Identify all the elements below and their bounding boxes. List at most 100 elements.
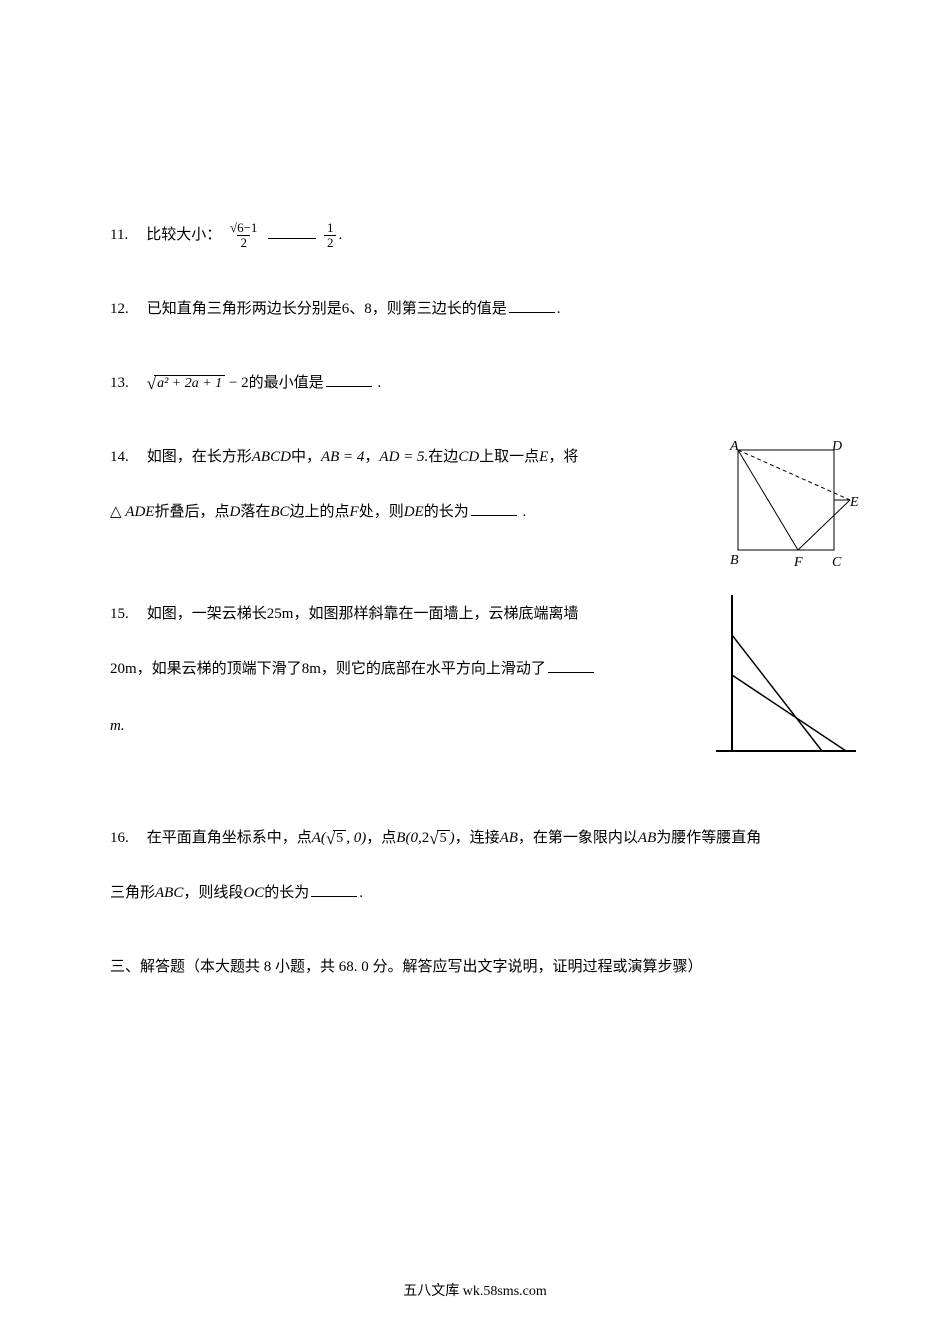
problem-number: 13.	[110, 368, 129, 398]
text: ，如图那样斜靠在一面墙上，云梯底端离墙	[293, 606, 578, 622]
text-suffix: .	[557, 301, 561, 317]
sqrt-5: √5	[326, 830, 346, 848]
figure-14: A D B F C E	[720, 436, 860, 587]
problem-number: 14.	[110, 442, 129, 472]
ladder-1	[732, 635, 822, 751]
numerator: √6−1	[227, 221, 260, 235]
var-abc: ABC	[155, 885, 183, 901]
text: ，点	[366, 830, 396, 846]
page-footer: 五八文库 wk.58sms.com	[0, 1280, 950, 1300]
eq-ab: AB = 4	[321, 449, 364, 465]
problem-text: √ a² + 2a + 1 − 2的最小值是 .	[147, 368, 850, 398]
text: ，连接	[455, 830, 500, 846]
problem-11: 11. 比较大小： √6−1 2 1 2 .	[110, 220, 850, 250]
figure-14-svg: A D B F C E	[720, 436, 860, 576]
continuation-line: 三角形ABC，则线段OC的长为.	[110, 877, 850, 910]
radicand: 5	[437, 830, 450, 848]
problem-text: 比较大小： √6−1 2 1 2 .	[146, 220, 850, 250]
problem-number: 16.	[110, 823, 129, 853]
text: 三角形	[110, 885, 155, 901]
text: ，则线段	[183, 885, 243, 901]
point-a-open: A(	[312, 830, 326, 846]
point-a-close: , 0)	[346, 830, 366, 846]
var-d: D	[229, 504, 240, 520]
problem-12: 12. 已知直角三角形两边长分别是6、8，则第三边长的值是.	[110, 294, 850, 324]
text-b: ，则第三边长的值是	[372, 301, 507, 317]
problem-14: 14. 如图，在长方形ABCD中，AB = 4，AD = 5.在边CD上取一点E…	[110, 442, 850, 529]
answer-blank	[471, 501, 517, 516]
label-a: A	[729, 439, 739, 454]
var-bc: BC	[270, 504, 289, 520]
comma: ，	[364, 449, 379, 465]
text: 的长为	[264, 885, 309, 901]
radicand: a² + 2a + 1	[154, 375, 225, 393]
text: 边上的点	[290, 504, 350, 520]
figure-15	[710, 589, 860, 780]
fraction-2: 1 2	[324, 221, 337, 249]
separator: 、	[349, 301, 364, 317]
var-abcd: ABCD	[252, 449, 291, 465]
label-c: C	[832, 555, 842, 570]
section-3-header: 三、解答题（本大题共 8 小题，共 68. 0 分。解答应写出文字说明，证明过程…	[110, 954, 850, 981]
sqrt-5b: √5	[429, 830, 449, 848]
text: 在边	[428, 449, 458, 465]
label-f: F	[793, 555, 803, 570]
page-content: 11. 比较大小： √6−1 2 1 2 . 12. 已知直角三角形两边长分别是…	[0, 0, 950, 1041]
problem-text: 如图，在长方形ABCD中，AB = 4，AD = 5.在边CD上取一点E，将	[147, 442, 667, 472]
text: 处，则	[359, 504, 404, 520]
rectangle	[738, 450, 834, 550]
denominator: 2	[237, 235, 250, 250]
text: 落在	[240, 504, 270, 520]
text: 上取一点	[479, 449, 539, 465]
var-oc: OC	[243, 885, 264, 901]
unit-m: m.	[110, 718, 125, 734]
distance-value: 20m	[110, 661, 137, 677]
text: 如图，在长方形	[147, 449, 252, 465]
text: 在平面直角坐标系中，点	[147, 830, 312, 846]
coef-2: 2	[422, 830, 430, 846]
denominator: 2	[324, 235, 337, 250]
text: 如图，一架云梯长	[147, 606, 267, 622]
answer-blank	[311, 882, 357, 897]
triangle-symbol: △	[110, 504, 125, 520]
var-ab2: AB	[638, 830, 656, 846]
figure-15-svg	[710, 589, 860, 769]
text-prefix: 比较大小：	[146, 227, 221, 243]
problem-13: 13. √ a² + 2a + 1 − 2的最小值是 .	[110, 368, 850, 398]
problem-text: 在平面直角坐标系中，点A(√5, 0)，点B(0,2√5)，连接AB，在第一象限…	[147, 823, 850, 853]
radicand: 5	[333, 830, 346, 848]
numerator: 1	[324, 221, 337, 235]
problem-16: 16. 在平面直角坐标系中，点A(√5, 0)，点B(0,2√5)，连接AB，在…	[110, 823, 850, 910]
text-suffix: .	[519, 504, 527, 520]
var-ade: ADE	[125, 504, 154, 520]
problem-text: 已知直角三角形两边长分别是6、8，则第三边长的值是.	[147, 294, 850, 324]
text-a: 已知直角三角形两边长分别是	[147, 301, 342, 317]
answer-blank	[326, 372, 372, 387]
label-d: D	[831, 439, 842, 454]
problem-number: 12.	[110, 294, 129, 324]
minus-term: − 2	[225, 375, 248, 391]
problem-number: 15.	[110, 599, 129, 629]
text: ，如果云梯的顶端下滑了	[137, 661, 302, 677]
text-suffix: .	[359, 885, 363, 901]
text: 的长为	[424, 504, 469, 520]
var-e: E	[539, 449, 548, 465]
problem-15: 15. 如图，一架云梯长25m，如图那样斜靠在一面墙上，云梯底端离墙 20m，如…	[110, 599, 850, 743]
text: ，在第一象限内以	[518, 830, 638, 846]
label-e: E	[849, 495, 859, 510]
problem-text: 如图，一架云梯长25m，如图那样斜靠在一面墙上，云梯底端离墙	[147, 599, 667, 629]
answer-blank	[509, 298, 555, 313]
fraction-1: √6−1 2	[227, 221, 260, 249]
text-suffix: .	[338, 227, 342, 243]
text: 折叠后，点	[154, 504, 229, 520]
eq-ad: AD = 5.	[379, 449, 428, 465]
text: ，将	[548, 449, 578, 465]
var-f: F	[350, 504, 359, 520]
length-value: 25m	[267, 606, 294, 622]
var-cd: CD	[458, 449, 479, 465]
problem-number: 11.	[110, 220, 128, 250]
square-root: √ a² + 2a + 1	[147, 375, 225, 393]
var-ab: AB	[500, 830, 518, 846]
line-fe	[798, 500, 850, 550]
line-ae-dashed	[738, 450, 850, 500]
